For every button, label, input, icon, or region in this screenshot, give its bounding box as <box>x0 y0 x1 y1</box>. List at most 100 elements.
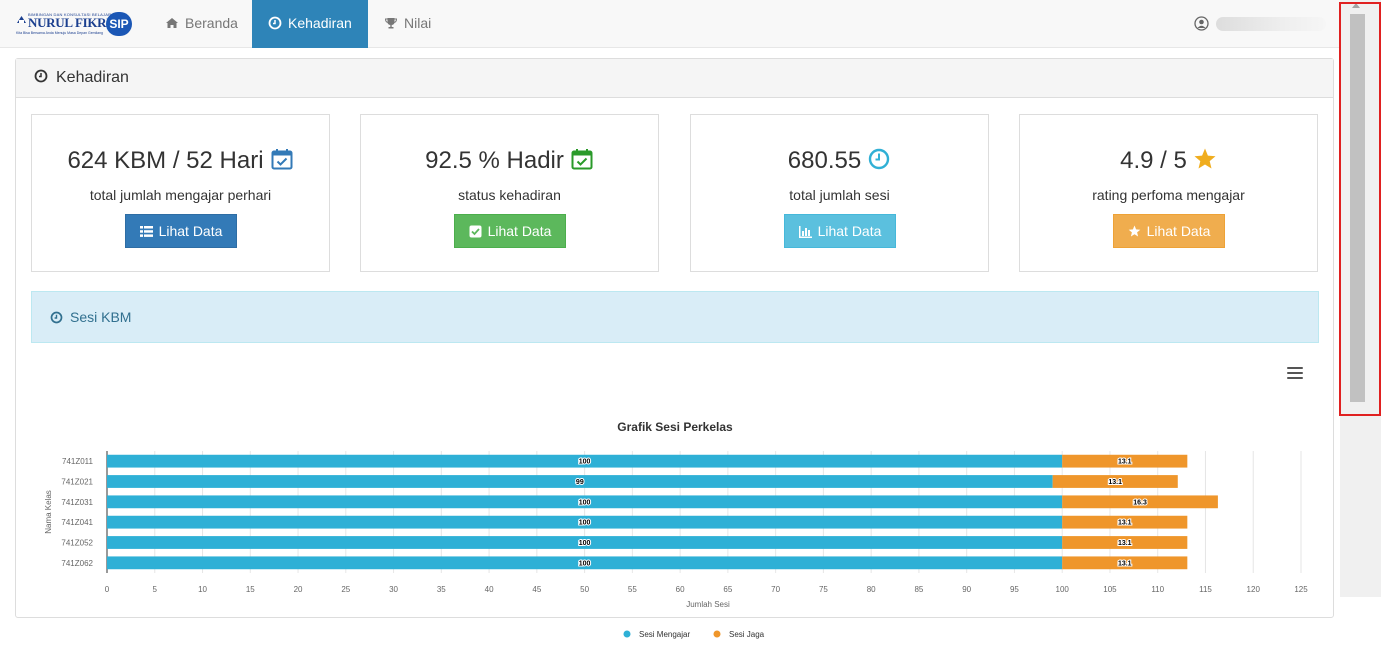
data-label: 13.1 <box>1118 520 1132 527</box>
x-tick-label: 110 <box>1151 585 1164 594</box>
bar-segment <box>107 475 1053 488</box>
data-label: 13.1 <box>1118 560 1132 567</box>
calendar-check-icon <box>271 149 293 170</box>
x-tick-label: 85 <box>914 585 923 594</box>
stat-value: 624 KBM / 52 Hari <box>32 147 329 175</box>
stat-card-kbm: 624 KBM / 52 Hari total jumlah mengajar … <box>31 114 330 272</box>
x-tick-label: 10 <box>198 585 207 594</box>
clock-icon <box>34 69 48 83</box>
data-label: 100 <box>579 499 591 506</box>
stat-value: 4.9 / 5 <box>1020 147 1317 175</box>
chart-title: Grafik Sesi Perkelas <box>617 420 733 434</box>
bar-segment <box>1062 556 1188 570</box>
x-tick-label: 100 <box>1056 585 1070 594</box>
clock-icon <box>268 16 282 30</box>
brand-name: NURUL FIKRI <box>28 15 112 30</box>
panel-title: Kehadiran <box>56 69 129 86</box>
data-label: 100 <box>579 459 591 466</box>
legend-marker <box>713 630 721 638</box>
stat-value-text: 4.9 / 5 <box>1120 147 1187 174</box>
button-label: Lihat Data <box>158 223 223 239</box>
legend-marker <box>623 630 631 638</box>
x-axis-title: Jumlah Sesi <box>686 600 730 609</box>
bar-segment <box>1062 454 1188 468</box>
y-axis-title: Nama Kelas <box>44 490 53 534</box>
x-tick-label: 80 <box>867 585 876 594</box>
brand-tagline-top: BIMBINGAN DAN KONSULTASI BELAJAR <box>28 12 112 17</box>
x-tick-label: 115 <box>1199 585 1212 594</box>
lihat-data-button-kbm[interactable]: Lihat Data <box>125 214 237 248</box>
sesi-chart: Grafik Sesi Perkelas 0 5 10 15 20 25 30 35 40 45 50… <box>31 354 1319 654</box>
stat-label: total jumlah sesi <box>789 187 890 203</box>
data-label: 13.1 <box>1118 540 1132 547</box>
data-label: 99 <box>576 479 584 486</box>
x-tick-label: 105 <box>1103 585 1117 594</box>
x-tick-label: 60 <box>676 585 685 594</box>
data-label: 100 <box>579 560 591 567</box>
scrollbar-thumb[interactable] <box>1350 14 1365 402</box>
bar-segment <box>107 454 1063 468</box>
nav-nilai-label: Nilai <box>404 15 432 31</box>
bar-segment <box>1062 536 1188 549</box>
brand-tagline-bottom: Kita Bisa Bersama Anda Menuju Masa Depan… <box>16 31 103 35</box>
x-tick-label: 20 <box>294 585 303 594</box>
stat-value: 680.55 <box>691 147 988 175</box>
trophy-icon <box>384 18 398 29</box>
logo-emblem-icon <box>17 16 26 23</box>
y-tick-label: 741Z031 <box>61 498 93 507</box>
y-tick-label: 741Z011 <box>62 457 94 466</box>
nav-beranda[interactable]: Beranda <box>149 0 252 48</box>
data-label: 100 <box>579 520 591 527</box>
star-icon <box>1194 148 1216 169</box>
button-label: Lihat Data <box>817 223 882 239</box>
y-tick-label: 741Z062 <box>61 559 93 568</box>
x-tick-label: 5 <box>153 585 158 594</box>
chart-menu-icon[interactable] <box>1287 367 1303 381</box>
stat-value: 92.5 % Hadir <box>361 147 658 175</box>
x-tick-label: 45 <box>532 585 541 594</box>
scroll-up-arrow-icon[interactable] <box>1352 3 1360 8</box>
y-tick-label: 741Z052 <box>61 539 93 548</box>
y-tick-label: 741Z041 <box>61 518 93 527</box>
data-label: 16.3 <box>1133 499 1147 506</box>
button-label: Lihat Data <box>487 223 552 239</box>
navbar: BIMBINGAN DAN KONSULTASI BELAJAR NURUL F… <box>0 0 1340 48</box>
stat-label: total jumlah mengajar perhari <box>89 187 272 203</box>
stat-label: status kehadiran <box>458 187 561 203</box>
x-tick-label: 30 <box>389 585 398 594</box>
bar-segment <box>1052 475 1178 488</box>
lihat-data-button-sesi[interactable]: Lihat Data <box>784 214 896 248</box>
data-label: 13.1 <box>1108 479 1122 486</box>
x-tick-label: 120 <box>1247 585 1261 594</box>
stat-value-text: 680.55 <box>787 147 862 174</box>
nav-beranda-label: Beranda <box>185 15 238 31</box>
lihat-data-button-kehadiran[interactable]: Lihat Data <box>454 214 566 248</box>
nav-kehadiran[interactable]: Kehadiran <box>252 0 368 48</box>
x-tick-label: 50 <box>580 585 589 594</box>
stat-card-sesi: 680.55 total jumlah sesi Lihat Data <box>690 114 989 272</box>
x-tick-label: 95 <box>1010 585 1019 594</box>
stat-card-rating: 4.9 / 5 rating perfoma mengajar Lihat Da… <box>1019 114 1318 272</box>
bar-chart-icon <box>798 226 812 238</box>
bar-segment <box>1062 495 1218 509</box>
x-tick-label: 40 <box>485 585 494 594</box>
clock-icon <box>50 311 63 324</box>
x-tick-label: 25 <box>341 585 350 594</box>
lihat-data-button-rating[interactable]: Lihat Data <box>1113 214 1225 248</box>
data-label: 100 <box>579 540 591 547</box>
bar-segment <box>107 556 1063 570</box>
sesi-kbm-header: Sesi KBM <box>31 291 1319 343</box>
brand-logo[interactable]: BIMBINGAN DAN KONSULTASI BELAJAR NURUL F… <box>14 10 134 38</box>
bar-segment <box>107 495 1063 509</box>
section-title: Sesi KBM <box>70 309 132 325</box>
y-tick-label: 741Z021 <box>61 478 93 487</box>
nav-nilai[interactable]: Nilai <box>368 0 448 48</box>
clock-icon <box>869 148 890 170</box>
data-label: 13.1 <box>1118 459 1132 466</box>
scrollbar-highlight-box <box>1339 2 1381 416</box>
user-circle-icon <box>1194 16 1209 31</box>
calendar-check-icon <box>571 149 593 170</box>
x-tick-label: 65 <box>723 585 732 594</box>
x-tick-label: 125 <box>1294 585 1308 594</box>
x-tick-label: 90 <box>962 585 971 594</box>
